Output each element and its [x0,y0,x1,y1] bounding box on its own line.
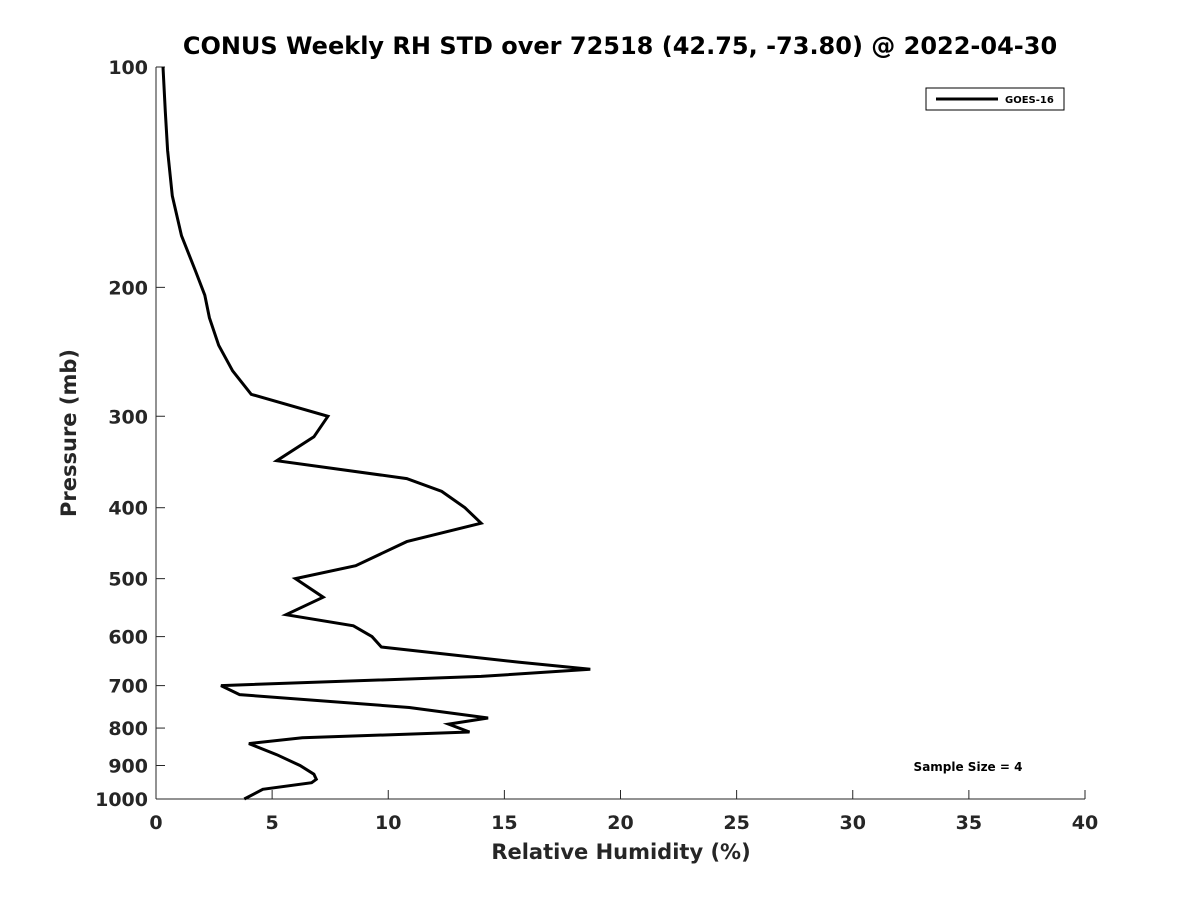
y-tick-label: 400 [108,498,148,520]
y-axis-label: Pressure (mb) [57,349,81,517]
x-tick-label: 10 [375,812,401,834]
y-tick-label: 500 [108,569,148,591]
x-axis-label: Relative Humidity (%) [491,840,750,864]
y-tick-label: 900 [108,756,148,778]
chart-title: CONUS Weekly RH STD over 72518 (42.75, -… [183,32,1057,60]
y-tick-label: 800 [108,718,148,740]
plot-area [161,66,591,801]
legend-label-goes-16: GOES-16 [1005,95,1054,106]
x-tick-label: 15 [491,812,517,834]
legend: GOES-16 [925,87,1065,111]
x-tick-label: 35 [956,812,982,834]
y-tick-label: 1000 [95,789,148,811]
y-tick-label: 100 [108,57,148,79]
axes: 0 5 10 15 20 25 30 35 40 100 200 300 400 500 600 700 800… [95,57,1098,834]
x-tick-label: 40 [1072,812,1098,834]
y-tick-label: 300 [108,406,148,428]
x-tick-label: 30 [840,812,866,834]
y-tick-label: 200 [108,277,148,299]
sample-size-annotation: Sample Size = 4 [914,760,1023,774]
x-tick-label: 20 [607,812,633,834]
x-tick-label: 0 [149,812,162,834]
x-tick-label: 25 [723,812,749,834]
y-tick-label: 600 [108,627,148,649]
x-tick-label: 5 [266,812,279,834]
series-line-goes-16 [161,66,591,801]
y-tick-label: 700 [108,676,148,698]
